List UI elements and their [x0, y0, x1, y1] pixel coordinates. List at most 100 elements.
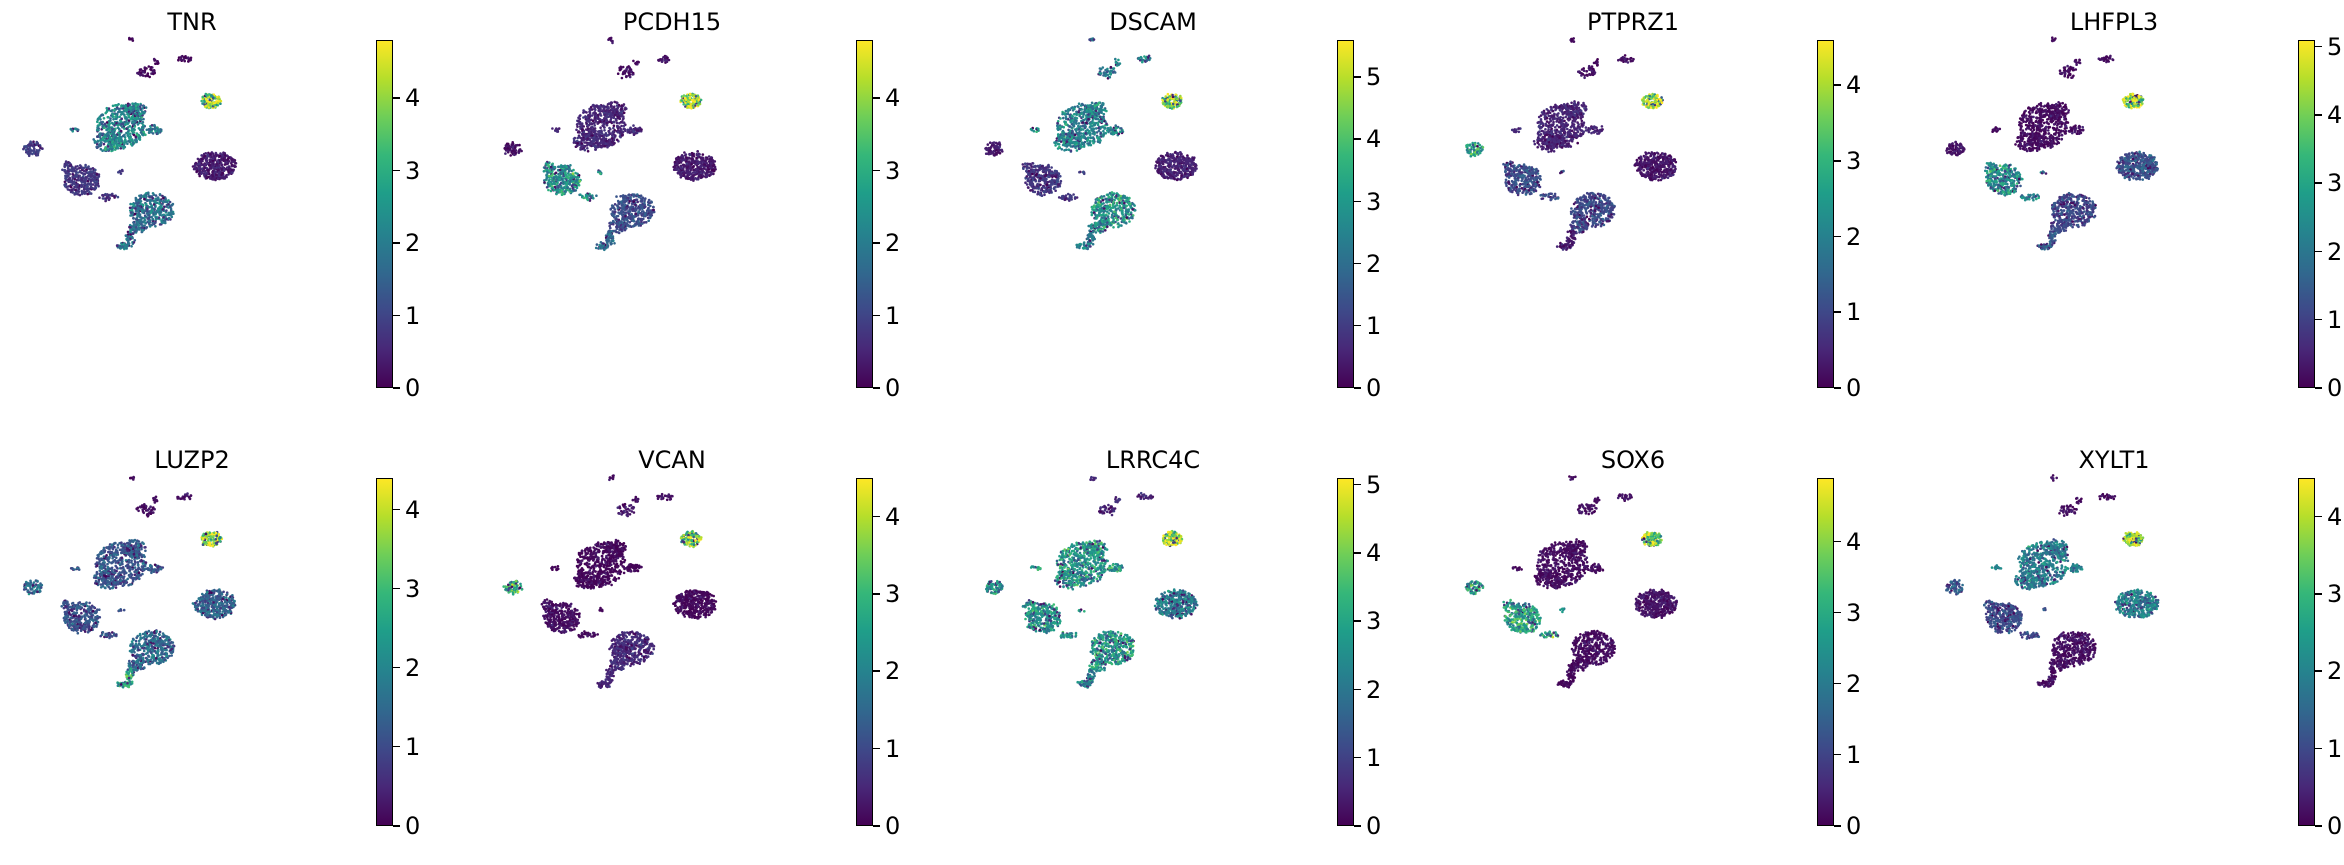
cell-point [564, 169, 567, 172]
cell-point [217, 102, 220, 105]
cell-point [600, 247, 603, 250]
cell-point [686, 106, 689, 109]
cell-point [168, 204, 171, 207]
cell-point [1067, 110, 1070, 113]
cell-point [138, 113, 141, 116]
cell-point [219, 177, 222, 180]
cell-point [203, 172, 206, 175]
cell-point [217, 178, 220, 181]
cell-point [148, 214, 151, 217]
cluster-right-bright [200, 93, 222, 110]
cell-point [712, 159, 715, 162]
cell-point [608, 113, 611, 116]
cell-point [616, 107, 619, 110]
cell-point [1075, 111, 1078, 114]
cell-point [617, 215, 620, 218]
cell-point [215, 173, 218, 176]
cell-point [582, 111, 585, 114]
cell-point [616, 102, 619, 105]
cell-point [1065, 110, 1068, 113]
cell-point [92, 167, 95, 170]
cell-point [625, 76, 628, 79]
cell-point [106, 109, 109, 112]
cell-point [551, 127, 554, 130]
cell-point [605, 115, 608, 118]
cell-point [603, 126, 606, 129]
cell-point [603, 137, 606, 140]
cell-point [1087, 118, 1090, 121]
cell-point [214, 170, 217, 173]
cell-point [155, 217, 158, 220]
colorbar-tick-label: 0 [885, 374, 900, 402]
cell-point [124, 136, 127, 139]
cell-point [82, 172, 85, 175]
cell-point [121, 123, 124, 126]
cell-point [96, 146, 99, 149]
cell-point [1095, 127, 1098, 130]
cell-point [152, 218, 155, 221]
cell-point [695, 157, 698, 160]
cell-point [693, 171, 696, 174]
cell-point [661, 58, 664, 61]
cell-point [195, 162, 198, 165]
cell-point [688, 160, 691, 163]
cell-point [690, 178, 693, 181]
cell-point [594, 145, 597, 148]
cell-point [686, 162, 689, 165]
cell-point [1117, 59, 1120, 62]
cell-point [621, 214, 624, 217]
cell-point [1084, 124, 1087, 127]
colorbar-tick-label: 4 [885, 84, 900, 112]
cell-point [99, 134, 102, 137]
cell-point [643, 202, 646, 205]
cell-point [597, 133, 600, 136]
cell-point [209, 153, 212, 156]
cell-point [131, 102, 134, 105]
cell-point [26, 150, 29, 153]
cell-point [652, 206, 655, 209]
cell-point [92, 138, 95, 141]
cell-point [107, 116, 110, 119]
cell-point [1087, 136, 1090, 139]
cell-point [113, 109, 116, 112]
cell-point [705, 168, 708, 171]
cell-point [66, 175, 69, 178]
cell-point [1101, 121, 1104, 124]
cell-point [22, 148, 25, 151]
cell-point [148, 222, 151, 225]
cell-point [611, 141, 614, 144]
cell-point [130, 107, 133, 110]
cell-point [573, 189, 576, 192]
cell-point [513, 154, 516, 157]
colorbar-tick-label: 1 [885, 302, 900, 330]
cell-point [79, 170, 82, 173]
cell-point [701, 176, 704, 179]
cell-point [132, 112, 135, 115]
cell-point [156, 60, 159, 63]
cell-point [1091, 122, 1094, 125]
cell-point [123, 127, 126, 130]
cell-point [566, 186, 569, 189]
cell-point [634, 207, 637, 210]
cell-point [608, 102, 611, 105]
cell-point [617, 131, 620, 134]
cell-point [563, 187, 566, 190]
cell-point [633, 133, 636, 136]
cell-point [617, 113, 620, 116]
cell-point [97, 118, 100, 121]
cell-point [102, 125, 105, 128]
cell-point [1088, 38, 1091, 41]
cell-point [222, 172, 225, 175]
cell-point [143, 198, 146, 201]
cell-point [1103, 72, 1106, 75]
cell-point [1100, 126, 1103, 129]
cell-point [165, 205, 168, 208]
cell-point [143, 111, 146, 114]
cell-point [227, 157, 230, 160]
cell-point [138, 118, 141, 121]
cell-point [674, 166, 677, 169]
cell-point [552, 173, 555, 176]
cell-point [1103, 127, 1106, 130]
cell-point [162, 200, 165, 203]
cell-point [215, 152, 218, 155]
